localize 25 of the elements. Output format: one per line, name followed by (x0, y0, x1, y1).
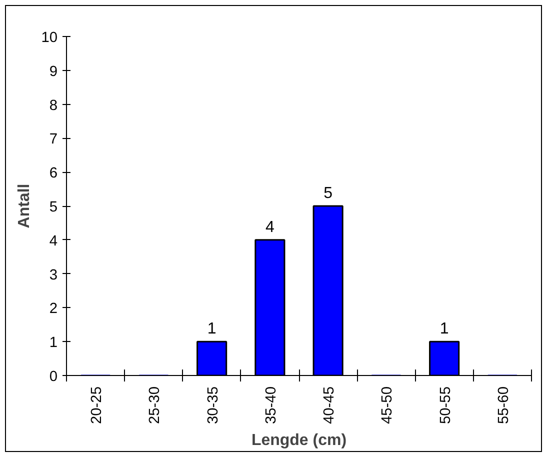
x-tick-label: 50-55 (438, 386, 454, 424)
x-tick-label: 25-30 (147, 386, 164, 424)
y-tick-label: 6 (49, 166, 58, 182)
data-label: 5 (324, 185, 333, 202)
y-tick-label: 8 (49, 98, 58, 114)
x-tick-label: 45-50 (380, 386, 396, 424)
y-tick-label: 5 (49, 200, 58, 216)
x-tick-label: 20-25 (89, 386, 106, 424)
y-tick-label: 4 (49, 233, 58, 250)
data-label: 1 (440, 320, 449, 338)
y-axis-title: Antall (16, 184, 34, 228)
y-tick-label: 0 (49, 369, 58, 385)
y-tick-label: 9 (49, 64, 58, 80)
x-tick-label: 55-60 (496, 386, 512, 424)
y-tick-label: 7 (49, 132, 58, 148)
y-tick-label: 3 (49, 267, 58, 284)
x-tick-label: 35-40 (263, 386, 280, 424)
x-axis-title: Lengde (cm) (251, 432, 347, 449)
y-tick-label: 2 (49, 301, 58, 318)
x-tick-label: 40-45 (322, 386, 338, 424)
y-tick-label: 1 (49, 335, 58, 352)
x-tick-label: 30-35 (205, 386, 222, 424)
data-label: 1 (207, 320, 216, 338)
data-label: 4 (265, 218, 274, 236)
y-tick-label: 10 (41, 30, 58, 46)
